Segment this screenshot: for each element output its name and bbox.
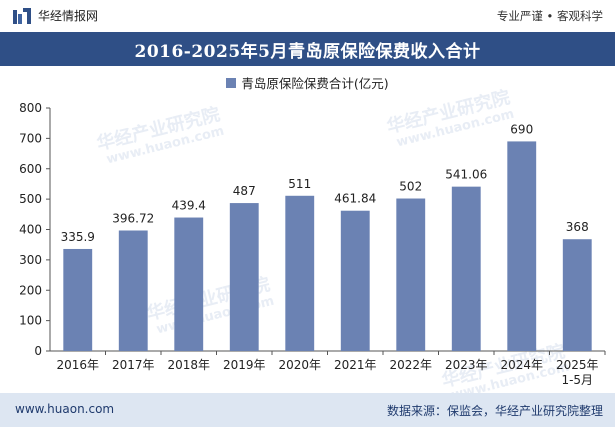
- data-label: 368: [566, 220, 589, 234]
- data-label: 335.9: [61, 230, 95, 244]
- brand-logo-icon: [13, 7, 31, 24]
- site-url[interactable]: www.huaon.com: [15, 402, 115, 416]
- y-tick-label: 100: [19, 314, 42, 328]
- x-tick-label: 2025年 1-5月: [556, 358, 599, 387]
- bar: [63, 248, 93, 351]
- bar: [451, 186, 481, 351]
- brand[interactable]: 华经情报网: [13, 7, 98, 24]
- y-tick-label: 200: [19, 283, 42, 297]
- x-tick-label: 2016年: [56, 358, 99, 372]
- data-label: 487: [233, 184, 256, 198]
- data-label: 439.4: [172, 199, 206, 213]
- data-label: 541.06: [445, 168, 487, 182]
- data-label: 690: [510, 122, 533, 136]
- brand-name: 华经情报网: [38, 9, 99, 23]
- x-tick-label: 2021年: [334, 358, 377, 372]
- footer-bar: www.huaon.com 数据来源：保监会，华经产业研究院整理: [0, 393, 615, 427]
- bar: [118, 230, 148, 351]
- top-bar: 华经情报网 专业严谨 • 客观科学: [0, 0, 615, 30]
- y-tick-label: 700: [19, 131, 42, 145]
- x-tick-label: 2017年: [112, 358, 155, 372]
- bar: [340, 210, 370, 351]
- y-tick-label: 600: [19, 162, 42, 176]
- y-tick-label: 500: [19, 192, 42, 206]
- chart-title: 2016-2025年5月青岛原保险保费收入合计: [134, 41, 481, 62]
- tagline: 专业严谨 • 客观科学: [496, 9, 603, 23]
- y-tick-label: 300: [19, 253, 42, 267]
- bar: [229, 203, 259, 351]
- x-tick-label: 2018年: [167, 358, 210, 372]
- data-label: 511: [288, 177, 311, 191]
- data-label: 461.84: [334, 192, 376, 206]
- bar: [562, 239, 592, 351]
- y-tick-label: 800: [19, 101, 42, 115]
- bar: [174, 217, 204, 351]
- bar: [396, 198, 426, 351]
- source-note: 数据来源：保监会，华经产业研究院整理: [386, 404, 603, 418]
- y-tick-label: 0: [34, 344, 42, 358]
- title-bar: 2016-2025年5月青岛原保险保费收入合计: [0, 32, 615, 66]
- data-label: 396.72: [112, 211, 154, 225]
- x-tick-label: 2020年: [278, 358, 321, 372]
- data-label: 502: [399, 180, 422, 194]
- x-tick-label: 2022年: [389, 358, 432, 372]
- x-tick-label: 2019年: [223, 358, 266, 372]
- chart-legend: 青岛原保险保费合计(亿元): [0, 73, 615, 92]
- legend-label: 青岛原保险保费合计(亿元): [241, 76, 389, 91]
- bar: [285, 195, 315, 351]
- x-tick-label: 2024年: [500, 358, 543, 372]
- x-tick-label: 2023年: [445, 358, 488, 372]
- bar: [507, 141, 537, 351]
- y-tick-label: 400: [19, 223, 42, 237]
- legend-swatch: [226, 77, 237, 88]
